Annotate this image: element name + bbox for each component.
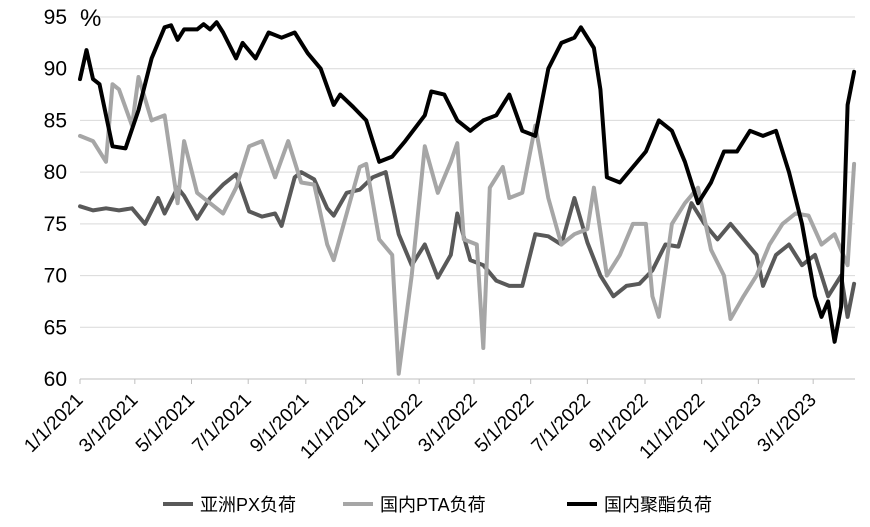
y-tick-label: 80 — [44, 161, 67, 184]
x-tick-label: 1/1/2022 — [360, 390, 427, 457]
series-lines — [78, 20, 857, 376]
series-line-1 — [78, 170, 857, 319]
x-tick-label: 1/1/2021 — [20, 390, 87, 457]
y-unit-label: % — [80, 5, 101, 32]
legend-label: 国内聚酯负荷 — [604, 495, 712, 515]
series-line-3 — [78, 20, 857, 344]
y-tick-label: 65 — [44, 316, 67, 339]
y-tick-label: 70 — [44, 265, 67, 288]
y-tick-label: 90 — [44, 58, 67, 81]
x-tick-label: 3/1/2022 — [414, 390, 481, 457]
legend-label: 亚洲PX负荷 — [200, 495, 296, 515]
y-tick-label: 75 — [44, 213, 67, 236]
x-tick-label: 1/1/2023 — [699, 390, 766, 457]
x-tick-label: 3/1/2023 — [754, 390, 821, 457]
gridlines — [80, 16, 855, 328]
y-tick-label: 60 — [44, 368, 67, 391]
x-tick-label: 5/1/2021 — [132, 390, 199, 457]
x-axis-ticks: 1/1/20213/1/20215/1/20217/1/20219/1/2021… — [20, 379, 821, 463]
x-tick-label: 7/1/2022 — [528, 390, 595, 457]
series-line-2 — [78, 75, 857, 376]
y-axis-ticks: 60 65 70 75 80 85 90 95 — [44, 6, 67, 391]
y-tick-label: 85 — [44, 109, 67, 132]
x-tick-label: 3/1/2021 — [75, 390, 142, 457]
legend-label: 国内PTA负荷 — [380, 495, 486, 515]
legend: 亚洲PX负荷 国内PTA负荷 国内聚酯负荷 — [163, 495, 712, 515]
y-tick-label: 95 — [44, 6, 67, 29]
x-tick-label: 5/1/2022 — [471, 390, 538, 457]
x-tick-label: 7/1/2021 — [189, 390, 256, 457]
